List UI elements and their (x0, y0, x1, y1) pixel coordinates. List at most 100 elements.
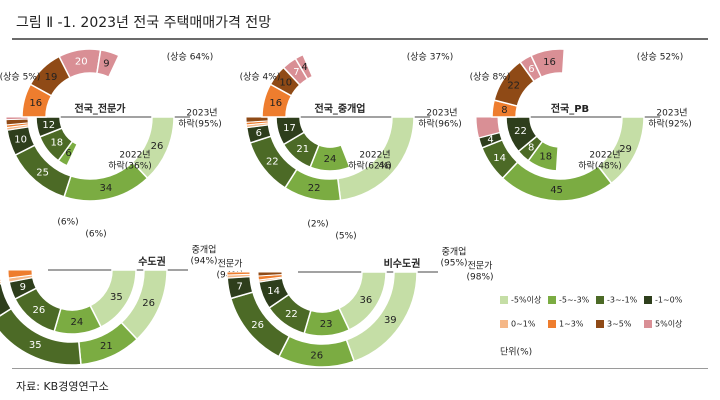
chart4-name: 수도권 (138, 256, 166, 268)
chart5-outer-fall-label: (98%) (466, 273, 493, 283)
chart2-inner-label: 17 (283, 123, 296, 134)
chart3-outer-year: 2023년 (656, 108, 687, 119)
chart2-outer-rise-label: (상승 4%) (240, 72, 281, 83)
chart2-outer-year: 2023년 (426, 108, 457, 119)
chart1-inner-rise-label: 20 (75, 57, 88, 68)
chart3-inner-rise-label: 22 (507, 81, 520, 92)
chart5-value-label: 23 (320, 319, 333, 330)
chart5-value-label: 26 (251, 320, 264, 331)
chart2-outer-label: 6 (256, 128, 262, 139)
chart5-value-label: 26 (310, 350, 323, 361)
chart1-outer-label: 26 (151, 141, 164, 152)
legend-label: -5%이상 (511, 295, 542, 305)
chart3-inner-year: 2022년 (589, 150, 620, 161)
chart4-value-label: 21 (100, 341, 113, 352)
chart1-outer-label: 34 (100, 183, 113, 194)
chart5-rise-segment (226, 271, 251, 276)
legend-swatch (500, 296, 508, 304)
chart3-outer-label: 14 (493, 153, 506, 164)
chart3-inner-label: 22 (514, 126, 527, 137)
chart4-value-label: 35 (29, 340, 42, 351)
chart3-outer-rise-label: (상승 8%) (470, 72, 511, 83)
chart4-outer-rise-label: (6%) (57, 218, 78, 228)
chart1-inner-label: 18 (50, 138, 63, 149)
chart4-value-label: 35 (110, 292, 123, 303)
chart2-inner-label: 21 (296, 144, 309, 155)
legend-swatch (596, 320, 604, 328)
chart2-outer-label: 46 (378, 160, 391, 171)
chart1-outer-year: 2023년 (186, 108, 217, 119)
chart4-value-label: 26 (142, 298, 155, 309)
chart5-inner-fall-label: 중개업 (442, 247, 467, 258)
chart2-name: 전국_중개업 (315, 102, 366, 115)
chart2-inner-segment (275, 116, 306, 146)
chart3-inner-rise-label: 16 (543, 57, 556, 68)
chart1-inner-fall-label: 하락(36%) (108, 160, 152, 172)
legend-label: 1~3% (559, 320, 584, 329)
chart1-inner-label: 12 (42, 120, 55, 131)
chart4-outer-fall-label: 전문가 (218, 259, 243, 270)
chart2-inner-label: 24 (324, 154, 337, 165)
legend-label: -1~0% (655, 296, 683, 305)
chart3-inner-rise-label: 8 (501, 105, 507, 116)
chart5-value-label: 22 (285, 309, 298, 320)
legend-label: 5%이상 (655, 319, 683, 329)
chart1-inner-rise-segment (96, 48, 120, 79)
chart5-value-label: 7 (237, 281, 243, 292)
chart5-outer-rise-label: (2%) (307, 220, 328, 230)
chart3-inner-rise-segment (530, 48, 566, 79)
legend-label: 0~1% (511, 320, 536, 329)
unit-label: 단위(%) (500, 347, 532, 358)
source-note: 자료: KB경영연구소 (16, 380, 109, 393)
chart2-outer-rise-segment (245, 116, 269, 123)
chart3-outer-label: 45 (550, 185, 563, 196)
chart4-value-label: 24 (71, 317, 84, 328)
chart5-outer-fall-label: 전문가 (468, 261, 493, 272)
chart1-outer-fall-label: 하락(95%) (178, 118, 222, 130)
chart1-inner-rise-label: 19 (45, 72, 58, 83)
chart5-value-label: 14 (267, 286, 280, 297)
chart5-inner-fall-label: (95%) (440, 259, 467, 269)
chart1-inner-rise-label: 16 (29, 98, 42, 109)
chart2-outer-fall-label: 하락(96%) (418, 118, 462, 130)
legend-swatch (500, 320, 508, 328)
chart2-inner-rise-label: 7 (293, 67, 299, 78)
chart5-name: 비수도권 (384, 257, 421, 270)
chart2-inner-rise-label: 10 (279, 78, 292, 89)
chart2-inner-rise-label: 16 (269, 98, 282, 109)
legend-label: 3~5% (607, 320, 632, 329)
chart4-inner-rise-label: (6%) (85, 230, 106, 240)
title-bar: 그림 Ⅱ -1. 2023년 전국 주택매매가격 전망 (12, 4, 708, 40)
legend-swatch (644, 320, 652, 328)
chart2-outer-label: 22 (308, 183, 321, 194)
chart5-rise-segment (257, 271, 283, 277)
chart1-outer-label: 25 (36, 168, 49, 179)
chart1-inner-year: 2022년 (119, 150, 150, 161)
chart3-inner-rise-label-text: (상승 52%) (637, 52, 683, 63)
footer-divider (12, 368, 708, 369)
chart3-inner-rise-label: 6 (528, 64, 534, 75)
chart1-inner-segment (35, 116, 64, 138)
chart1-inner-label: 6 (65, 148, 71, 159)
chart3-inner-label: 8 (528, 143, 534, 154)
chart3-outer-label: 29 (619, 144, 632, 155)
chart4-inner-fall-label: (94%) (190, 257, 217, 267)
chart5-inner-rise-label: (5%) (335, 232, 356, 242)
chart3-outer-fall-label: 하락(92%) (648, 118, 692, 130)
chart5-value-label: 39 (384, 315, 397, 326)
legend-label: -5~-3% (559, 296, 590, 305)
chart3-inner-fall-label: 하락(48%) (578, 160, 622, 172)
chart1-outer-label: 10 (14, 135, 27, 146)
chart4-inner-fall-label: 중개업 (192, 245, 217, 256)
chart2-inner-rise-segment (294, 53, 314, 81)
chart3-outer-label: 4 (487, 135, 493, 146)
chart1-name: 전국_전문가 (75, 102, 127, 115)
chart1-inner-rise-label: 9 (103, 58, 109, 69)
chart4-outer-segment (0, 282, 13, 317)
chart4-rise-segment (7, 269, 33, 279)
figure-title: 그림 Ⅱ -1. 2023년 전국 주택매매가격 전망 (16, 15, 272, 31)
chart4-value-label: 26 (32, 305, 45, 316)
chart4-value-label: 12 (0, 296, 1, 307)
legend-swatch (644, 296, 652, 304)
